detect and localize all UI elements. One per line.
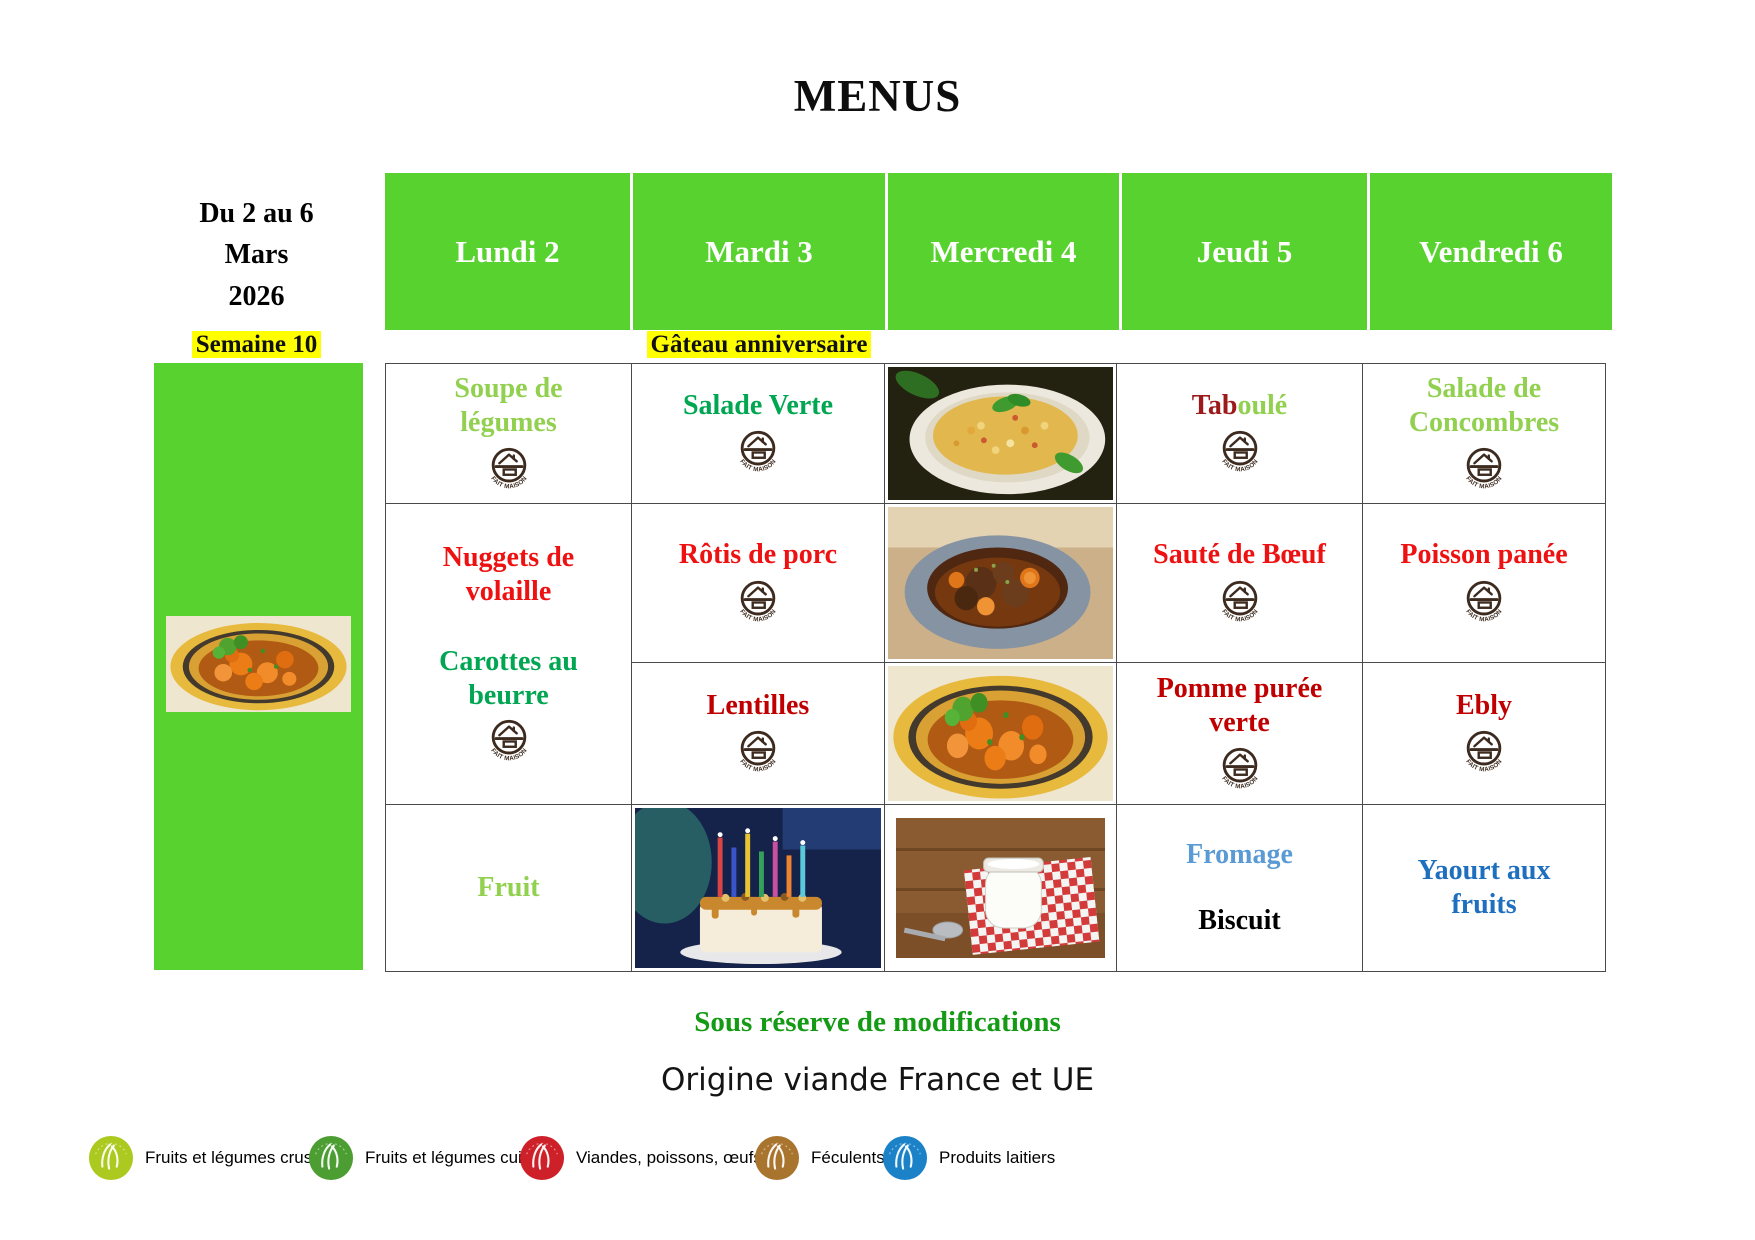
cell-lundi-entree: Soupe de légumes FAIT MAISON [386, 364, 631, 503]
cell-jeudi-entree: Taboulé FAIT MAISON [1117, 364, 1362, 503]
dish-taboule-part2: oulé [1237, 389, 1288, 421]
day-header-lundi: Lundi 2 [385, 173, 630, 330]
taboule-photo [888, 367, 1113, 500]
legend-label: Fruits et légumes crus [145, 1148, 313, 1167]
dish-taboule-part1: Tab [1191, 389, 1238, 421]
feculents-icon [754, 1135, 800, 1181]
dish-soupe-de-legumes: Soupe de légumes [454, 372, 563, 438]
food-group-legend: Fruits et légumes crus Fruits et légumes… [0, 1134, 1755, 1186]
legend-label: Fruits et légumes cuits [365, 1148, 536, 1167]
dish-fromage: Fromage [1186, 838, 1293, 870]
fait-maison-icon: FAIT MAISON [485, 715, 533, 767]
cell-mercredi-entree [885, 364, 1116, 503]
fruits-legumes-cuits-icon [308, 1135, 354, 1181]
fait-maison-icon: FAIT MAISON [734, 576, 782, 628]
beef-stew-photo [888, 507, 1113, 659]
fruits-legumes-crus-icon [88, 1135, 134, 1181]
legend-label: Viandes, poissons, œufs [576, 1148, 762, 1167]
cell-jeudi-dessert: Fromage Biscuit [1117, 805, 1362, 971]
legend-item-feculents: Féculents [754, 1134, 885, 1182]
fait-maison-icon: FAIT MAISON [1216, 743, 1264, 795]
cell-lundi-dessert: Fruit [386, 805, 631, 971]
fait-maison-icon: FAIT MAISON [485, 443, 533, 495]
cell-jeudi-plat: Sauté de Bœuf FAIT MAISON [1117, 504, 1362, 662]
cell-mardi-plat: Rôtis de porc FAIT MAISON [632, 504, 884, 662]
legend-item-produits-laitiers: Produits laitiers [882, 1134, 1055, 1182]
carrot-dish-photo-sidebar [166, 616, 351, 712]
day-header-vendredi: Vendredi 6 [1370, 173, 1612, 330]
dish-salade-de-concombres: Salade de Concombres [1408, 372, 1560, 438]
day-header-jeudi: Jeudi 5 [1122, 173, 1367, 330]
date-range: Du 2 au 6 Mars 2026 [199, 198, 314, 312]
menu-table: Soupe de légumes FAIT MAISON Salade Vert… [385, 363, 1606, 972]
cell-vendredi-plat: Poisson panée FAIT MAISON [1363, 504, 1605, 662]
day-header-mardi: Mardi 3 [633, 173, 885, 330]
cell-mardi-dessert [632, 805, 884, 971]
cell-mardi-entree: Salade Verte FAIT MAISON [632, 364, 884, 503]
cell-lundi-plats: Nuggets de volaille Carottes au beurre F… [386, 504, 631, 804]
dish-taboule: Taboulé [1192, 389, 1287, 423]
dish-salade-verte: Salade Verte [682, 389, 834, 421]
dish-pomme-puree-verte: Pomme purée verte [1156, 672, 1323, 738]
legend-item-fruits-crus: Fruits et légumes crus [88, 1134, 312, 1182]
lundi-side-group: Carottes au beurre FAIT MAISON [439, 645, 578, 767]
fait-maison-icon: FAIT MAISON [734, 426, 782, 478]
birthday-banner-text: Gâteau anniversaire [646, 331, 872, 358]
fait-maison-icon: FAIT MAISON [1460, 576, 1508, 628]
cell-jeudi-accompagnement: Pomme purée verte FAIT MAISON [1117, 663, 1362, 804]
cell-mercredi-accompagnement [885, 663, 1116, 804]
birthday-cake-photo [635, 808, 881, 968]
cell-mardi-accompagnement: Lentilles FAIT MAISON [632, 663, 884, 804]
legend-label: Produits laitiers [939, 1148, 1056, 1167]
carrot-dish-photo [888, 666, 1113, 801]
carrot-dish-illustration [166, 616, 351, 712]
dish-ebly: Ebly [1455, 689, 1513, 721]
fait-maison-icon: FAIT MAISON [1460, 443, 1508, 495]
sidebar-panel [154, 363, 363, 970]
dish-rotis-de-porc: Rôtis de porc [678, 539, 838, 571]
page-title: MENUS [793, 71, 962, 121]
cell-vendredi-entree: Salade de Concombres FAIT MAISON [1363, 364, 1605, 503]
dish-lentilles: Lentilles [706, 689, 810, 721]
dish-saute-de-boeuf: Sauté de Bœuf [1153, 539, 1326, 571]
week-label-text: Semaine 10 [191, 331, 322, 358]
week-label: Semaine 10 [150, 331, 363, 359]
fait-maison-icon: FAIT MAISON [1216, 426, 1264, 478]
legend-item-fruits-cuits: Fruits et légumes cuits [308, 1134, 535, 1182]
fait-maison-icon: FAIT MAISON [1216, 576, 1264, 628]
yogurt-photo [896, 818, 1105, 958]
viandes-poissons-oeufs-icon [519, 1135, 565, 1181]
fait-maison-icon: FAIT MAISON [1460, 726, 1508, 778]
legend-label: Féculents [811, 1148, 885, 1167]
meat-origin-note: Origine viande France et UE [660, 1062, 1095, 1098]
fait-maison-icon: FAIT MAISON [734, 726, 782, 778]
day-header-row: Lundi 2 Mardi 3 Mercredi 4 Jeudi 5 Vendr… [385, 173, 1612, 330]
dish-nuggets-de-volaille: Nuggets de volaille [442, 541, 575, 607]
cell-mercredi-dessert [885, 805, 1116, 971]
cell-vendredi-accompagnement: Ebly FAIT MAISON [1363, 663, 1605, 804]
produits-laitiers-icon [882, 1135, 928, 1181]
cell-vendredi-dessert: Yaourt aux fruits [1363, 805, 1605, 971]
dish-yaourt-aux-fruits: Yaourt aux fruits [1417, 854, 1551, 920]
dish-fruit: Fruit [477, 871, 540, 903]
dish-biscuit: Biscuit [1198, 904, 1281, 936]
birthday-banner: Gâteau anniversaire [633, 331, 885, 359]
day-header-mercredi: Mercredi 4 [888, 173, 1119, 330]
dish-carottes-au-beurre: Carottes au beurre [439, 645, 578, 712]
modification-note: Sous réserve de modifications [694, 1006, 1061, 1038]
legend-item-viandes: Viandes, poissons, œufs [519, 1134, 762, 1182]
dish-poisson-panee: Poisson panée [1400, 539, 1568, 571]
cell-mercredi-plat [885, 504, 1116, 662]
